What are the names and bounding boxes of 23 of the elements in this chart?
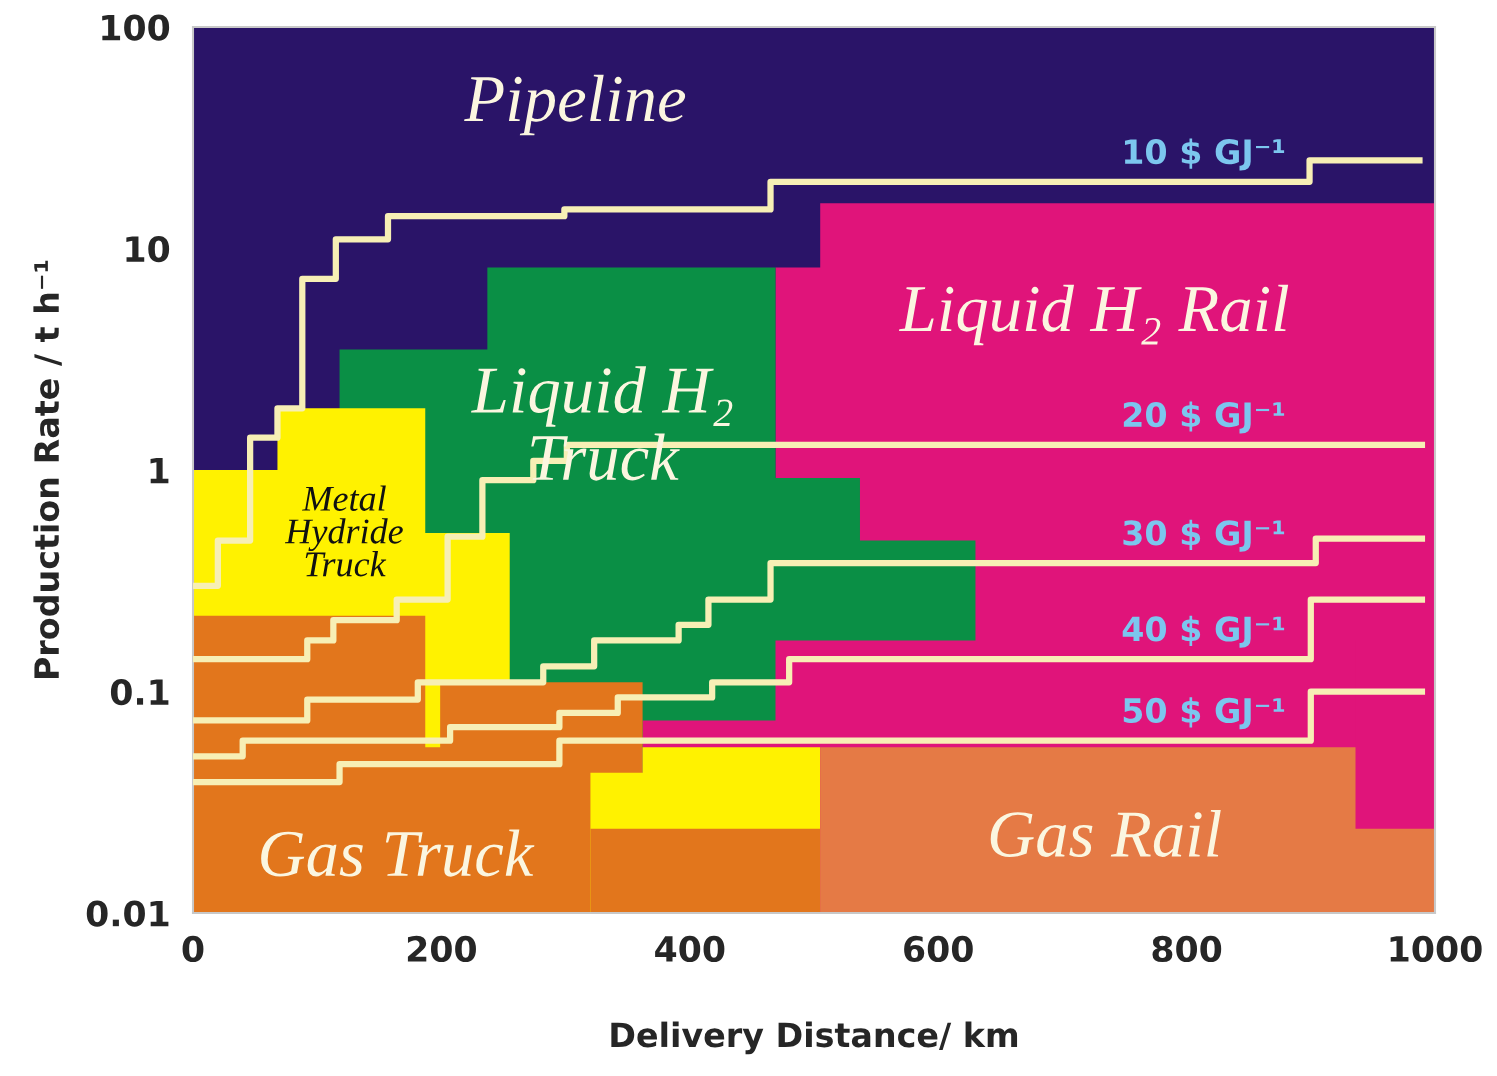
series-label: 40 $ GJ⁻¹ — [1122, 615, 1285, 648]
annotation: Gas Rail — [990, 810, 1221, 858]
y-tick-label: 10 — [126, 235, 170, 263]
annotation: Gas Truck — [261, 829, 535, 877]
x-axis-title: Delivery Distance/ km — [611, 1021, 1018, 1055]
annotation: Metal Hydride Truck — [284, 485, 403, 577]
x-tick-label: 800 — [1152, 935, 1222, 963]
annotation: Liquid H₂ Rail — [898, 284, 1289, 346]
x-tick-label: 0 — [182, 935, 204, 963]
series-label: 10 $ GJ⁻¹ — [1124, 138, 1285, 171]
y-tick-label: 100 — [102, 14, 170, 41]
series-label: 20 $ GJ⁻¹ — [1123, 401, 1285, 434]
x-tick-label: 1000 — [1390, 935, 1482, 963]
y-tick-label: 1 — [150, 457, 169, 484]
x-tick-label: 600 — [904, 935, 973, 963]
y-tick-label: 0.01 — [86, 900, 169, 927]
y-axis-title: Production Rate / t h⁻¹ — [33, 260, 62, 679]
y-tick-label: 0.1 — [110, 678, 169, 706]
x-tick-label: 200 — [407, 935, 476, 963]
series-label: 50 $ GJ⁻¹ — [1123, 697, 1285, 730]
x-tick-label: 400 — [655, 935, 725, 963]
series-label: 30 $ GJ⁻¹ — [1123, 519, 1285, 552]
annotation: Pipeline — [464, 74, 686, 136]
